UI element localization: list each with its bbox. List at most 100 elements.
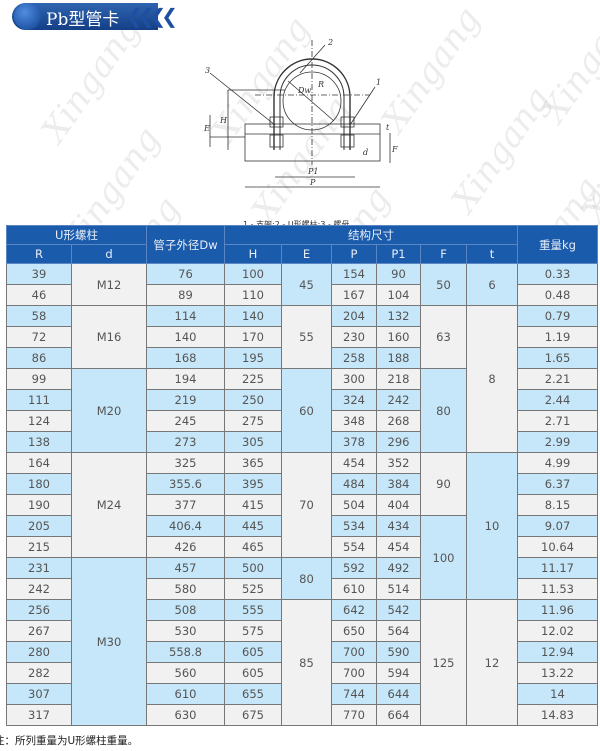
cell-r: 280 — [6, 641, 72, 663]
cell-p: 204 — [331, 305, 377, 327]
cell-p1: 90 — [376, 263, 421, 285]
cell-h: 140 — [224, 305, 282, 327]
cell-h: 465 — [224, 536, 282, 558]
cell-t: 6 — [466, 263, 518, 306]
cell-p1: 296 — [376, 431, 421, 453]
cell-dw: 560 — [146, 662, 225, 684]
cell-weight: 11.53 — [517, 578, 598, 600]
cell-p1: 644 — [376, 683, 421, 705]
cell-dw: 114 — [146, 305, 225, 327]
cell-p: 154 — [331, 263, 377, 285]
cell-weight: 10.64 — [517, 536, 598, 558]
table-row: 205 406.4 445 534 434 100 9.07 — [6, 515, 598, 600]
cell-h: 575 — [224, 620, 282, 642]
header-e: E — [281, 244, 332, 264]
header-struct: 结构尺寸 — [224, 225, 518, 245]
cell-weight: 2.99 — [517, 431, 598, 453]
table-row: 58 M16 114 140 55 204 132 63 8 0.79 — [6, 305, 598, 453]
cell-weight: 13.22 — [517, 662, 598, 684]
cell-r: 138 — [6, 431, 72, 453]
cell-p: 378 — [331, 431, 377, 453]
cell-r: 72 — [6, 326, 72, 348]
table-row: 282 560 605 700 594 13.22 — [6, 662, 598, 684]
cell-p1: 514 — [376, 578, 421, 600]
cell-dw: 325 — [146, 452, 225, 474]
cell-r: 242 — [6, 578, 72, 600]
cell-r: 282 — [6, 662, 72, 684]
cell-d: M24 — [71, 452, 147, 558]
cell-d: M30 — [71, 557, 147, 726]
cell-dw: 406.4 — [146, 515, 225, 537]
cell-p1: 594 — [376, 662, 421, 684]
cell-f: 100 — [420, 515, 467, 600]
cell-r: 317 — [6, 704, 72, 726]
table-row: 99 M20 194 225 60 300 218 80 2.21 — [6, 368, 598, 453]
cell-h: 605 — [224, 641, 282, 663]
cell-e: 80 — [281, 557, 332, 600]
header-p: P — [331, 244, 377, 264]
cell-h: 225 — [224, 368, 282, 390]
watermark: Xingang — [534, 0, 600, 130]
cell-dw: 140 — [146, 326, 225, 348]
cell-p: 534 — [331, 515, 377, 537]
table-row: 72 140 170 230 160 1.19 — [6, 326, 598, 348]
chevrons-icon: ❮❮❮❮ — [126, 4, 178, 28]
cell-weight: 14.83 — [517, 704, 598, 726]
cell-dw: 168 — [146, 347, 225, 369]
cell-weight: 6.37 — [517, 473, 598, 495]
cell-weight: 2.71 — [517, 410, 598, 432]
cell-p: 484 — [331, 473, 377, 495]
cell-h: 445 — [224, 515, 282, 537]
cell-h: 250 — [224, 389, 282, 411]
cell-p: 700 — [331, 662, 377, 684]
header-h: H — [224, 244, 282, 264]
cell-p: 770 — [331, 704, 377, 726]
cell-r: 99 — [6, 368, 72, 390]
cell-r: 180 — [6, 473, 72, 495]
label-e: E — [203, 124, 210, 133]
cell-r: 215 — [6, 536, 72, 558]
cell-p1: 434 — [376, 515, 421, 537]
cell-p: 230 — [331, 326, 377, 348]
cell-weight: 0.79 — [517, 305, 598, 327]
label-dw: Dw — [297, 86, 311, 95]
cell-p1: 492 — [376, 557, 421, 579]
cell-p1: 188 — [376, 347, 421, 369]
label-t: t — [386, 123, 390, 132]
diagram-caption: 1 - 支架;2 - U形螺柱;3 - 螺母 — [243, 220, 350, 229]
header-weight: 重量kg — [517, 225, 598, 264]
header-u-bolt: U形螺柱 — [6, 225, 147, 245]
cell-h: 500 — [224, 557, 282, 579]
cell-r: 164 — [6, 452, 72, 474]
cell-dw: 426 — [146, 536, 225, 558]
table-row: 111 219 250 324 242 2.44 — [6, 389, 598, 411]
cell-weight: 2.21 — [517, 368, 598, 390]
cell-p1: 132 — [376, 305, 421, 327]
label-p1: P1 — [307, 167, 318, 176]
cell-p1: 104 — [376, 284, 421, 306]
cell-r: 256 — [6, 599, 72, 621]
header-f: F — [420, 244, 467, 264]
cell-p: 167 — [331, 284, 377, 306]
cell-p: 642 — [331, 599, 377, 621]
cell-weight: 0.33 — [517, 263, 598, 285]
cell-h: 555 — [224, 599, 282, 621]
cell-weight: 14 — [517, 683, 598, 705]
cell-dw: 457 — [146, 557, 225, 579]
cell-r: 307 — [6, 683, 72, 705]
table-row: 242 580 525 610 514 11.53 — [6, 578, 598, 600]
cell-h: 100 — [224, 263, 282, 285]
header-d: d — [71, 244, 147, 264]
cell-dw: 89 — [146, 284, 225, 306]
cell-h: 170 — [224, 326, 282, 348]
cell-p1: 664 — [376, 704, 421, 726]
cell-p1: 352 — [376, 452, 421, 474]
table-row: 256 508 555 85 642 542 125 12 11.96 — [6, 599, 598, 726]
cell-p1: 454 — [376, 536, 421, 558]
cell-f: 90 — [420, 452, 467, 516]
cell-p: 592 — [331, 557, 377, 579]
cell-weight: 0.48 — [517, 284, 598, 306]
table-row: 280 558.8 605 700 590 12.94 — [6, 641, 598, 663]
header-dw: 管子外径Dw — [146, 225, 225, 264]
label-3: 3 — [205, 66, 210, 75]
